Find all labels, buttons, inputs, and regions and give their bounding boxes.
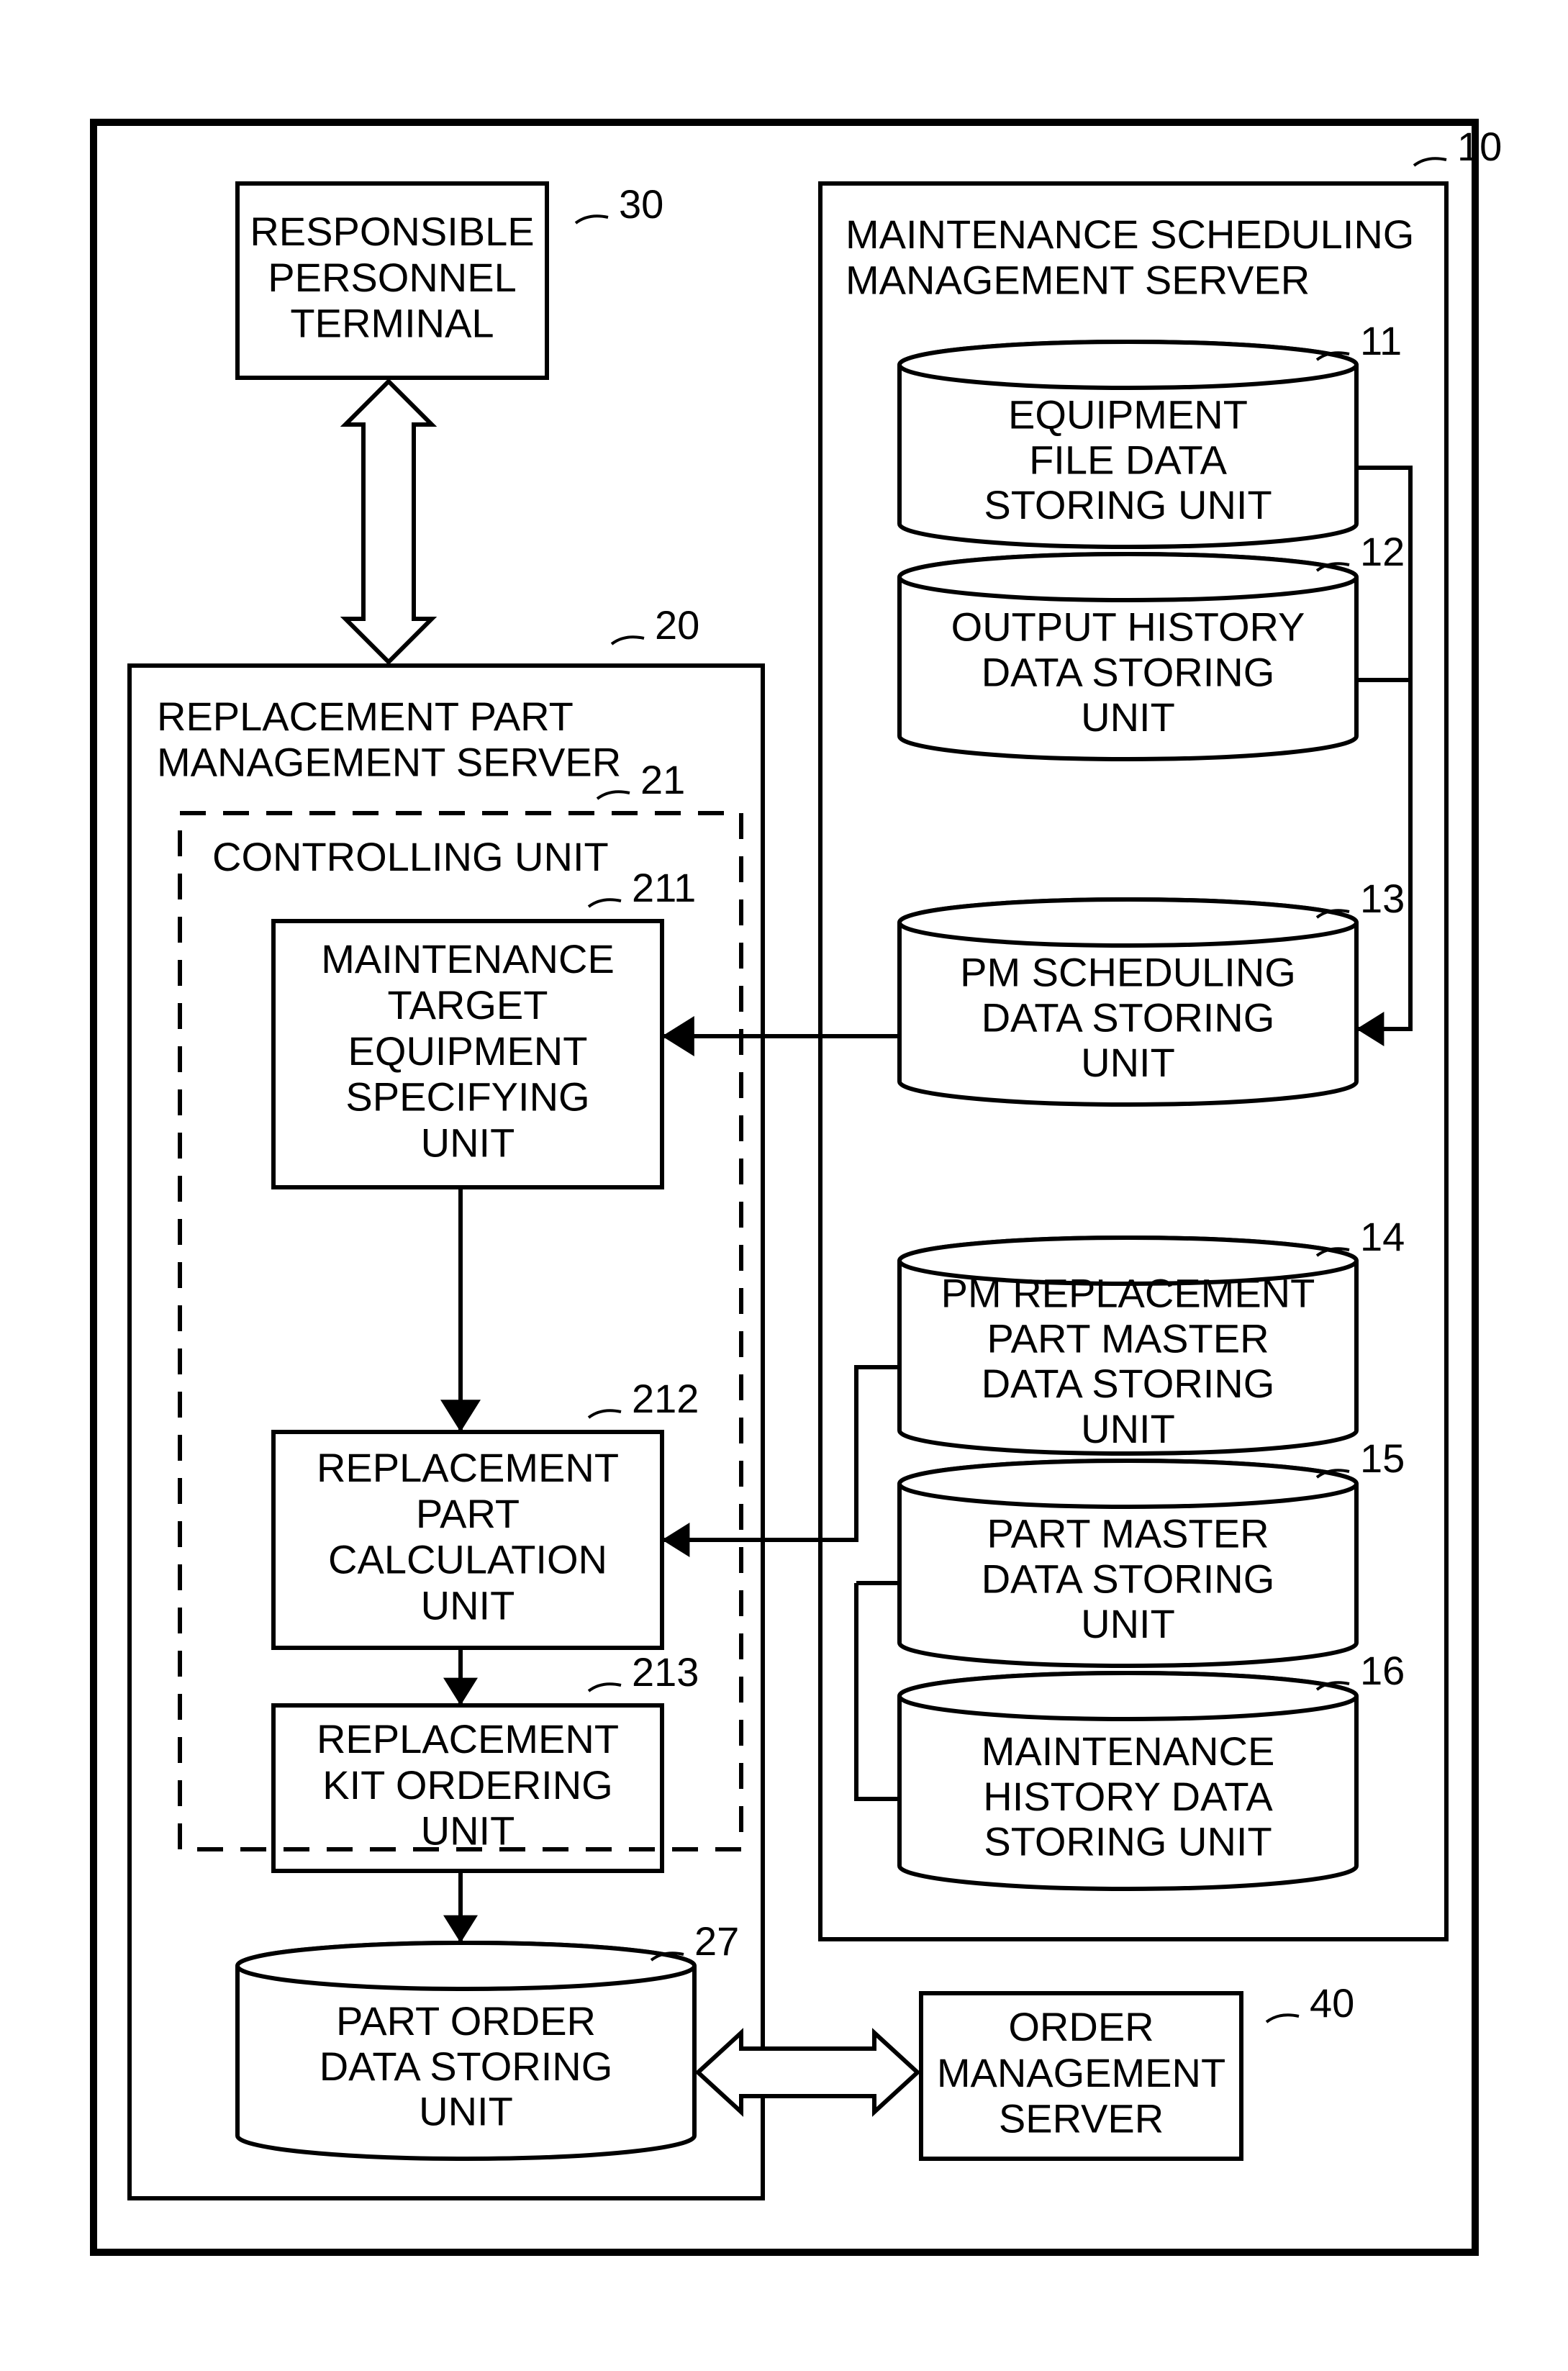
label-text: STORING UNIT [984, 482, 1272, 527]
label-text: SPECIFYING [345, 1074, 589, 1120]
label-text: 15 [1360, 1436, 1405, 1481]
label-text: PART MASTER [987, 1315, 1269, 1361]
label-text: PART MASTER [987, 1511, 1269, 1556]
label-text: 213 [632, 1649, 699, 1695]
label-text: OUTPUT HISTORY [951, 604, 1305, 650]
label-text: UNIT [419, 2089, 513, 2134]
label-text: REPLACEMENT PART [157, 694, 574, 739]
label-text: UNIT [421, 1808, 515, 1854]
label-text: UNIT [1081, 694, 1175, 740]
label-text: MAINTENANCE [982, 1728, 1275, 1774]
label-text: 12 [1360, 529, 1405, 574]
label-text: MANAGEMENT SERVER [846, 258, 1310, 303]
label-text: DATA STORING [982, 994, 1275, 1040]
label-text: MANAGEMENT SERVER [157, 740, 621, 785]
label-text: 211 [632, 865, 696, 910]
label-text: 212 [632, 1376, 699, 1421]
label-text: 40 [1310, 1980, 1354, 2026]
label-text: SERVER [999, 2096, 1164, 2141]
label-text: 30 [619, 181, 663, 227]
label-text: STORING UNIT [984, 1819, 1272, 1864]
label-text: HISTORY DATA [983, 1774, 1273, 1819]
label-text: PERSONNEL [268, 255, 516, 300]
label-text: PM REPLACEMENT [941, 1271, 1315, 1316]
label-text: PART [416, 1491, 520, 1536]
label-text: EQUIPMENT [348, 1028, 588, 1074]
label-text: DATA STORING [982, 649, 1275, 694]
label-text: MANAGEMENT [937, 2050, 1225, 2095]
label-text: MAINTENANCE SCHEDULING [846, 212, 1414, 257]
label-text: MAINTENANCE [321, 936, 615, 982]
label-text: ORDER [1008, 2004, 1154, 2049]
label-text: 27 [694, 1918, 739, 1964]
label-text: DATA STORING [982, 1361, 1275, 1406]
label-text: DATA STORING [982, 1556, 1275, 1601]
label-text: EQUIPMENT [1008, 392, 1248, 438]
label-text: UNIT [1081, 1040, 1175, 1085]
label-text: RESPONSIBLE [250, 209, 534, 254]
label-text: 16 [1360, 1648, 1405, 1693]
label-text: 14 [1360, 1214, 1405, 1259]
label-text: TERMINAL [290, 301, 494, 346]
label-text: REPLACEMENT [317, 1716, 619, 1762]
label-text: REPLACEMENT [317, 1445, 619, 1490]
label-text: KIT ORDERING [322, 1762, 612, 1808]
label-text: 11 [1360, 318, 1402, 363]
label-text: UNIT [1081, 1601, 1175, 1646]
label-text: 21 [640, 757, 685, 802]
label-text: 10 [1457, 124, 1502, 169]
label-text: UNIT [1081, 1406, 1175, 1451]
label-text: UNIT [421, 1120, 515, 1165]
label-text: FILE DATA [1029, 437, 1228, 482]
label-text: CONTROLLING UNIT [212, 834, 609, 879]
label-text: CALCULATION [328, 1537, 607, 1582]
label-text: UNIT [421, 1583, 515, 1628]
label-text: 20 [655, 602, 699, 648]
label-text: PM SCHEDULING [960, 950, 1296, 995]
label-text: PART ORDER [336, 1998, 596, 2044]
label-text: 13 [1360, 876, 1405, 921]
label-text: TARGET [388, 982, 548, 1028]
label-text: DATA STORING [320, 2044, 613, 2089]
